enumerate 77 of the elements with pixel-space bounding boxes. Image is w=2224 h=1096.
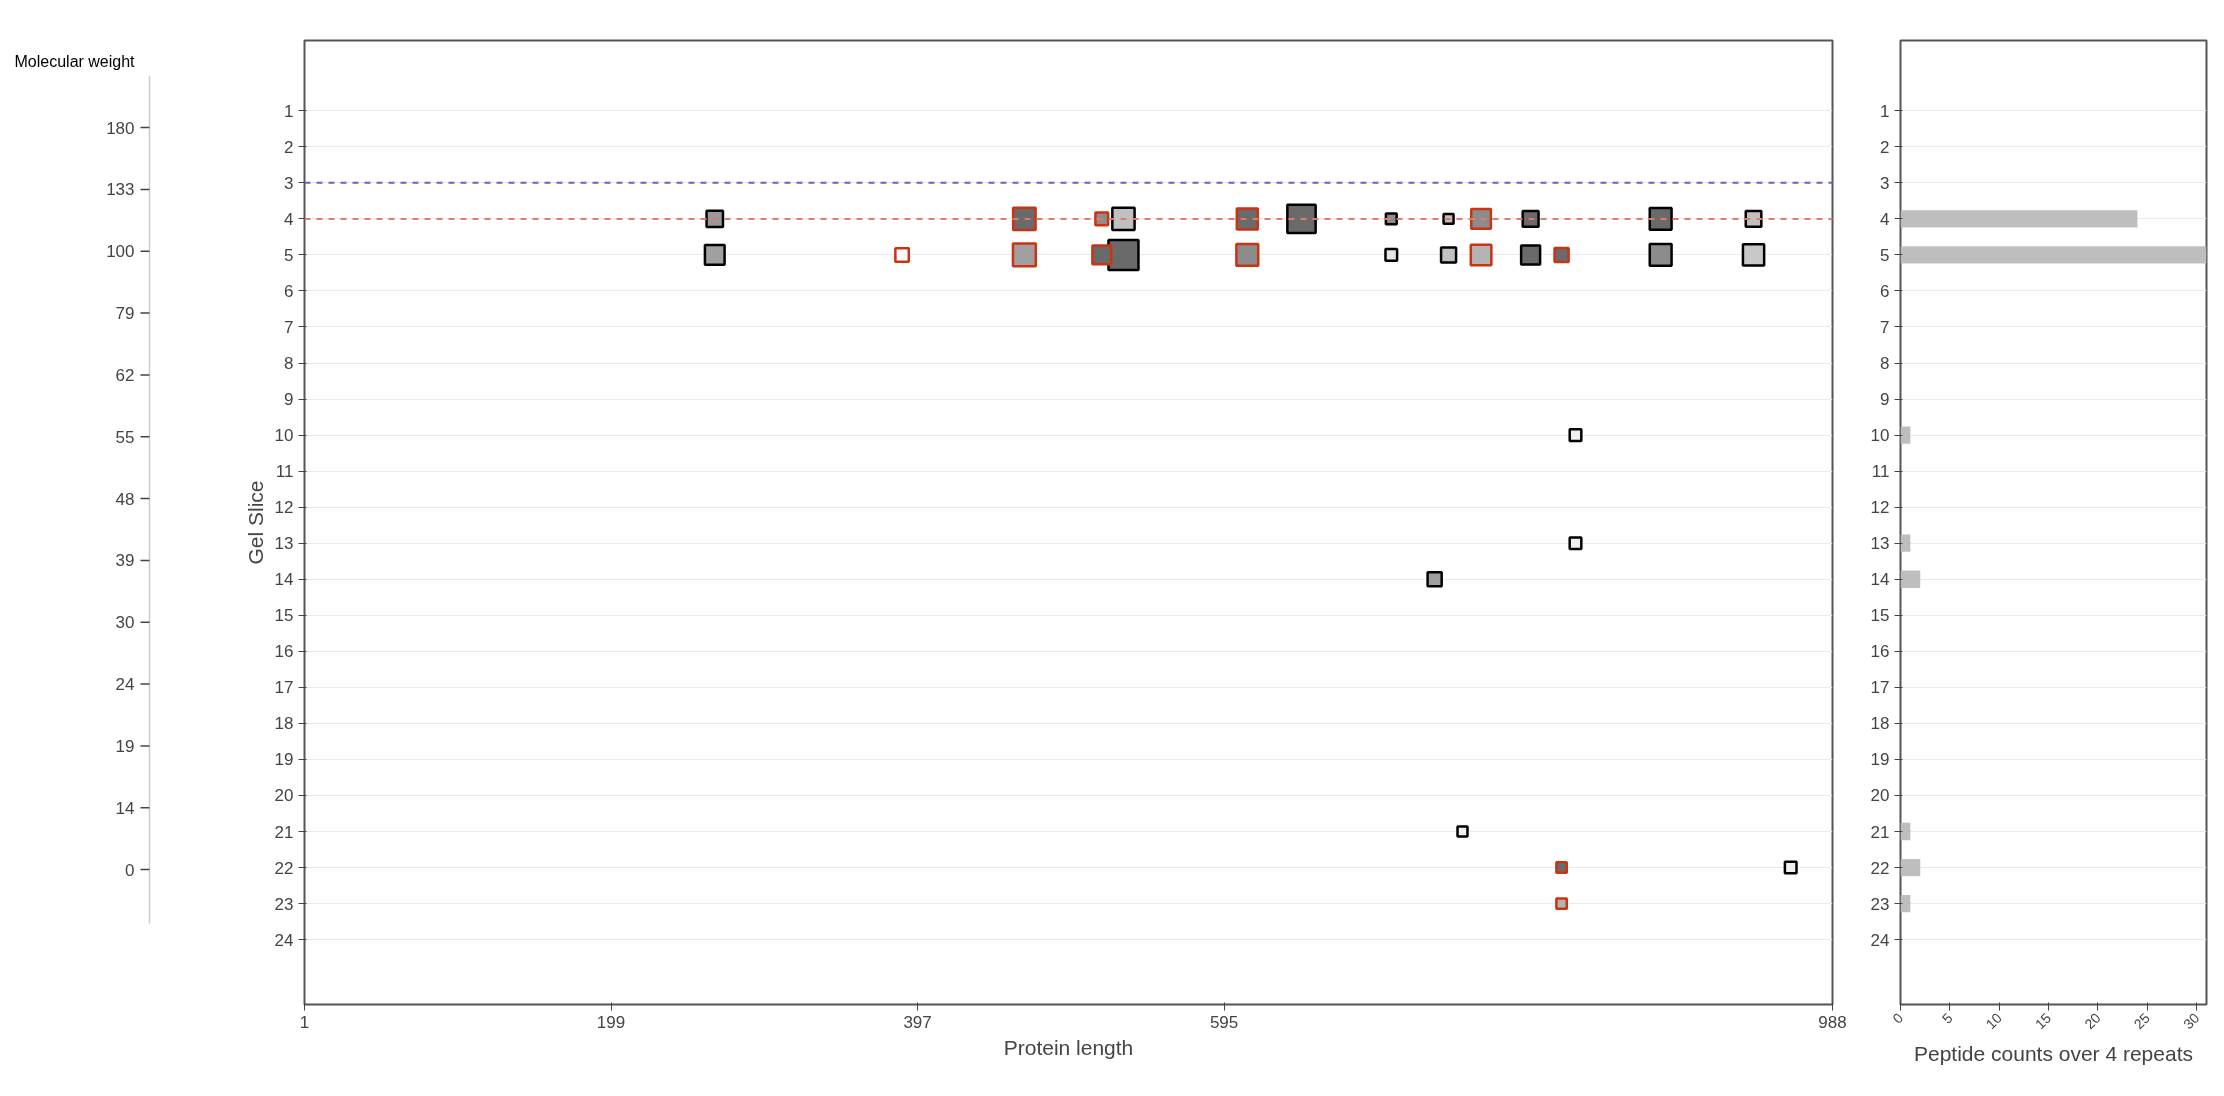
x-tick-label: 988: [1818, 1012, 1847, 1032]
y-tick-label: 4: [1880, 209, 1890, 229]
y-axis-title: Gel Slice: [243, 480, 267, 565]
y-tick-label: 19: [274, 750, 294, 770]
text: 100: [106, 242, 135, 262]
text: 48: [115, 489, 135, 509]
y-tick-label: 7: [284, 318, 294, 337]
y-tick-label: 7: [1880, 318, 1890, 337]
y-tick-label: 15: [1870, 606, 1890, 626]
text: 133: [106, 180, 135, 200]
text: 55: [115, 427, 135, 447]
text: 180: [106, 118, 135, 138]
text: 62: [115, 365, 135, 385]
text: 30: [115, 613, 135, 633]
y-tick-label: 6: [284, 281, 294, 301]
y-tick-label: 23: [1870, 894, 1890, 914]
y-tick-label: 5: [1880, 245, 1890, 265]
y-tick-label: 12: [1870, 498, 1890, 518]
text: 39: [115, 551, 135, 571]
text: 19: [115, 736, 135, 756]
y-tick-label: 1: [1880, 101, 1890, 121]
y-tick-label: 8: [1880, 354, 1890, 374]
y-tick-label: 10: [1870, 426, 1890, 446]
text: 24: [115, 675, 135, 695]
y-tick-label: 3: [1880, 173, 1890, 193]
x-tick-label: 5: [1938, 1009, 1956, 1027]
x-axis-title: Peptide counts over 4 repeats: [1914, 1041, 2194, 1065]
x-tick-label: 15: [2031, 1009, 2055, 1033]
y-tick-label: 18: [274, 714, 294, 734]
y-tick-label: 13: [1870, 534, 1890, 554]
y-tick-label: 2: [284, 137, 294, 157]
y-tick-label: 4: [284, 209, 294, 229]
y-tick-label: 3: [284, 173, 294, 193]
y-tick-label: 13: [274, 534, 294, 554]
y-tick-label: 6: [1880, 281, 1890, 301]
y-tick-label: 20: [1870, 786, 1890, 806]
x-tick-label: 1: [299, 1012, 310, 1032]
y-tick-label: 19: [1870, 750, 1890, 770]
y-tick-label: 17: [1870, 678, 1890, 698]
y-tick-label: 5: [284, 245, 294, 265]
y-tick-label: 14: [1870, 570, 1890, 590]
y-tick-label: 11: [275, 462, 294, 482]
text: 0: [125, 860, 135, 880]
y-tick-label: 23: [274, 894, 294, 914]
text: 79: [115, 304, 135, 324]
y-tick-label: 16: [274, 642, 294, 662]
x-axis-title: Protein length: [1003, 1035, 1134, 1059]
x-tick-label: 199: [596, 1012, 626, 1032]
y-tick-label: 9: [1880, 390, 1890, 410]
x-tick-label: 10: [1982, 1009, 2006, 1033]
y-tick-label: 18: [1870, 714, 1890, 734]
y-tick-label: 9: [284, 390, 294, 410]
x-tick-label: 595: [1209, 1012, 1239, 1032]
y-tick-label: 20: [274, 786, 294, 806]
y-tick-label: 1: [284, 101, 294, 121]
text: 14: [115, 798, 135, 818]
x-tick-label: 20: [2081, 1009, 2104, 1033]
y-tick-label: 14: [274, 570, 294, 590]
y-tick-label: 8: [284, 354, 294, 374]
x-tick-label: 25: [2130, 1009, 2154, 1033]
y-tick-label: 15: [274, 606, 294, 626]
y-tick-label: 17: [274, 678, 294, 698]
y-tick-label: 24: [274, 930, 294, 950]
y-tick-label: 24: [1870, 930, 1890, 950]
y-tick-label: 22: [1870, 858, 1890, 878]
y-tick-label: 22: [274, 858, 294, 878]
y-tick-label: 16: [1870, 642, 1890, 662]
y-tick-label: 21: [1870, 822, 1890, 842]
y-tick-label: 2: [1880, 137, 1890, 157]
y-tick-label: 12: [274, 498, 294, 518]
y-tick-label: 11: [1871, 462, 1890, 482]
y-tick-label: 21: [274, 822, 294, 842]
y-tick-label: 10: [274, 426, 294, 446]
x-tick-label: 397: [903, 1012, 932, 1032]
x-tick-label: 30: [2179, 1009, 2203, 1033]
x-tick-label: 0: [1889, 1009, 1907, 1027]
text: Molecular weight: [14, 53, 136, 71]
